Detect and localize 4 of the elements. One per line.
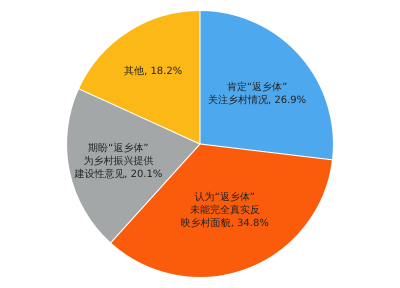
slice-label: 期盼“返乡体”为乡村振兴提供建设性意见, 20.1% <box>73 142 162 180</box>
slice-label: 其他, 18.2% <box>124 65 182 78</box>
slice-label: 肯定“返乡体”关注乡村情况, 26.9% <box>208 80 306 106</box>
slice-label: 认为“返乡体”未能完全真实反映乡村面貌, 34.8% <box>180 191 269 230</box>
